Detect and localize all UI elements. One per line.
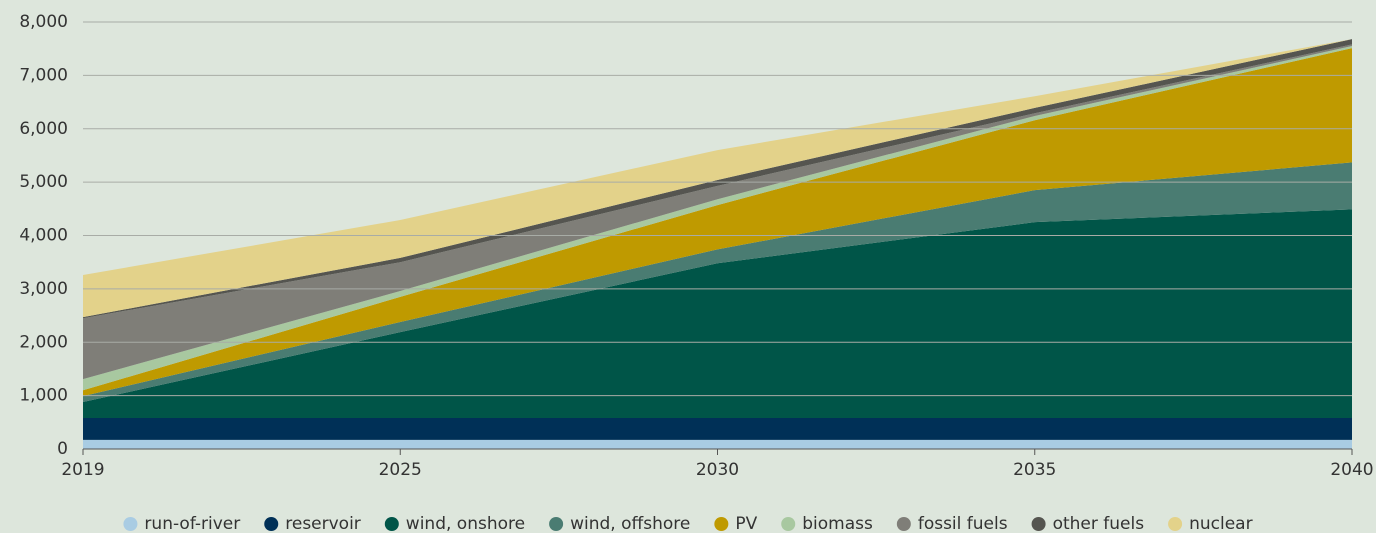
y-tick-label: 7,000 bbox=[19, 65, 68, 85]
y-tick-label: 5,000 bbox=[19, 172, 68, 192]
legend-label: wind, onshore bbox=[406, 514, 525, 533]
y-tick-label: 8,000 bbox=[19, 12, 68, 32]
legend-swatch bbox=[264, 517, 279, 531]
legend-item: fossil fuels bbox=[896, 514, 1008, 533]
areas bbox=[83, 39, 1352, 449]
y-tick-label: 3,000 bbox=[19, 279, 68, 299]
y-tick-label: 1,000 bbox=[19, 386, 68, 406]
x-tick-label: 2019 bbox=[61, 460, 104, 480]
legend-swatch bbox=[1031, 517, 1046, 531]
y-tick-label: 2,000 bbox=[19, 332, 68, 352]
x-tick-label: 2025 bbox=[379, 460, 422, 480]
legend-label: fossil fuels bbox=[918, 514, 1008, 533]
area bbox=[83, 209, 1352, 419]
y-tick-label: 6,000 bbox=[19, 119, 68, 139]
legend-swatch bbox=[714, 517, 729, 531]
area bbox=[83, 162, 1352, 403]
legend-swatch bbox=[123, 517, 138, 531]
legend-label: nuclear bbox=[1189, 514, 1252, 533]
legend-item: reservoir bbox=[264, 514, 361, 533]
legend-item: run-of-river bbox=[123, 514, 240, 533]
legend-item: wind, onshore bbox=[384, 514, 525, 533]
legend-label: run-of-river bbox=[144, 514, 240, 533]
legend-item: other fuels bbox=[1031, 514, 1145, 533]
legend-item: PV bbox=[714, 514, 758, 533]
area bbox=[83, 39, 1352, 319]
legend-item: nuclear bbox=[1168, 514, 1253, 533]
y-tick-label: 4,000 bbox=[19, 226, 68, 246]
legend-label: PV bbox=[735, 514, 757, 533]
area bbox=[83, 418, 1352, 440]
area bbox=[83, 48, 1352, 397]
legend-label: biomass bbox=[802, 514, 873, 533]
legend-swatch bbox=[781, 517, 796, 531]
y-tick-label: 0 bbox=[57, 439, 68, 459]
legend-swatch bbox=[1168, 517, 1183, 531]
area bbox=[83, 39, 1352, 318]
legend-item: wind, offshore bbox=[549, 514, 690, 533]
legend-swatch bbox=[896, 517, 911, 531]
area bbox=[83, 439, 1352, 449]
legend-label: other fuels bbox=[1053, 514, 1145, 533]
legend-swatch bbox=[384, 517, 399, 531]
legend-label: reservoir bbox=[285, 514, 361, 533]
x-tick-label: 2035 bbox=[1013, 460, 1056, 480]
x-tick-label: 2030 bbox=[696, 460, 739, 480]
legend-label: wind, offshore bbox=[570, 514, 690, 533]
legend: run-of-river reservoir wind, onshore wind, … bbox=[123, 514, 1253, 533]
x-tick-label: 2040 bbox=[1330, 460, 1373, 480]
legend-item: biomass bbox=[781, 514, 873, 533]
legend-swatch bbox=[549, 517, 564, 531]
